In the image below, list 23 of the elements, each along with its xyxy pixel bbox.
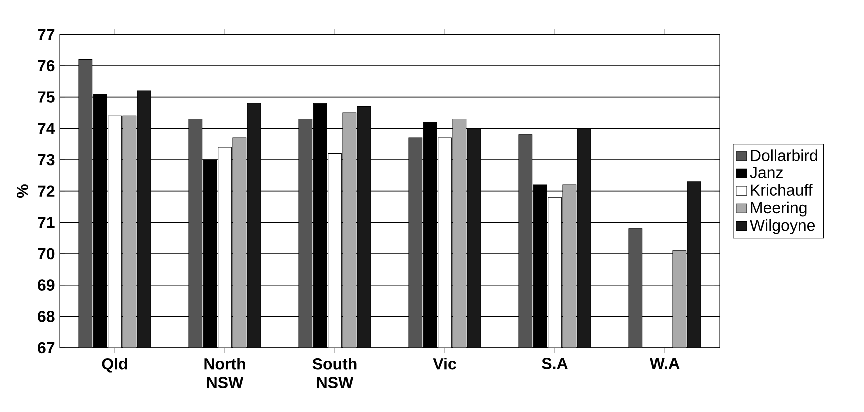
x-tick-label: Vic <box>433 358 456 370</box>
x-tick-label: North NSW <box>204 358 246 388</box>
y-tick-label: 77 <box>38 29 55 40</box>
legend-label: Dollarbird <box>751 150 818 162</box>
y-tick-label: 74 <box>38 123 56 134</box>
x-tick-label: South NSW <box>312 358 357 388</box>
x-tick-label: W.A <box>650 358 680 370</box>
y-tick-label: 75 <box>38 92 55 103</box>
y-tick-label: 72 <box>38 186 55 197</box>
y-axis-title: % <box>17 184 28 198</box>
y-tick-label: 70 <box>38 248 55 260</box>
legend-label: Wilgoyne <box>750 219 816 234</box>
y-tick-label: 76 <box>38 60 55 72</box>
y-tick-label: 67 <box>38 342 55 354</box>
legend-label: Meering <box>751 202 807 217</box>
x-tick-label: S.A <box>542 358 568 370</box>
legend-label: Janz <box>750 167 783 178</box>
y-tick-label: 73 <box>38 154 55 166</box>
legend-label: Krichauff <box>751 184 813 196</box>
y-tick-label: 69 <box>38 280 55 291</box>
y-tick-label: 71 <box>38 217 55 228</box>
x-tick-label: Qld <box>102 358 128 373</box>
y-tick-label: 68 <box>38 311 55 322</box>
